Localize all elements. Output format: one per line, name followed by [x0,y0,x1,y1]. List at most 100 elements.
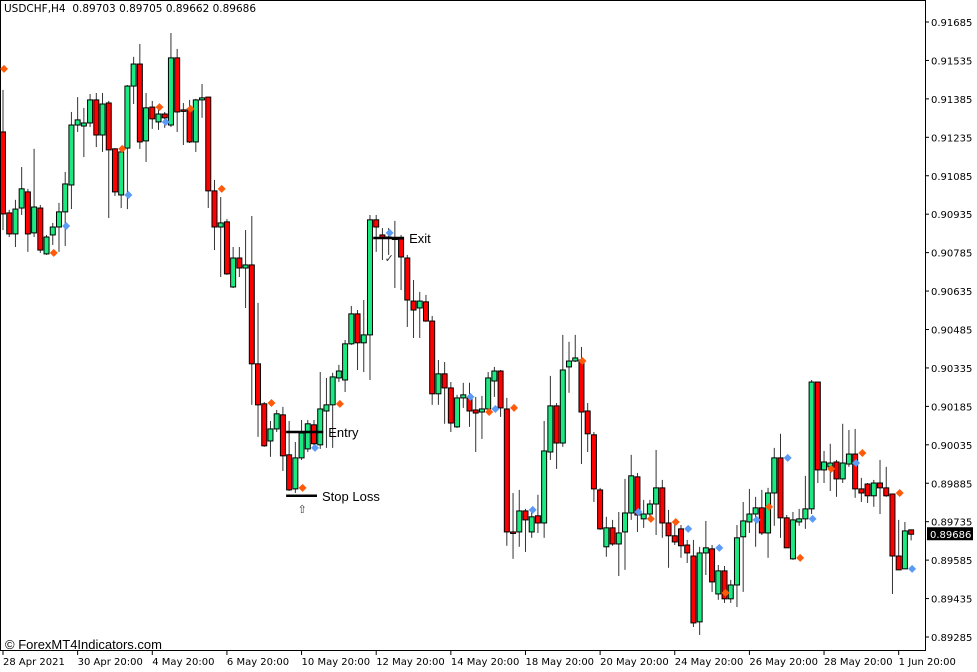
candle [68,111,75,210]
bear-candle-body [721,570,728,600]
candle [603,516,610,557]
bear-candle-body [6,212,13,235]
candle [31,148,38,237]
y-tick-label: 0.90635 [931,287,972,298]
bear-candle-body [783,517,790,549]
candle [534,494,541,533]
candle [615,511,622,577]
bull-candle-body [696,552,703,623]
bear-candle-body [814,381,821,471]
bear-candle-body [590,434,597,490]
bear-candle-body [37,207,44,251]
bull-candle-body [547,405,554,453]
candle [572,334,579,363]
candle [174,48,181,132]
candle [149,100,156,129]
bull-candle-body [49,226,56,236]
y-tick-label: 0.90785 [931,249,972,260]
buy-signal-diamond-icon [466,392,475,401]
candle [43,234,50,255]
y-tick-label: 0.91385 [931,95,972,106]
buy-signal-diamond-icon [808,514,817,523]
candle [304,419,311,452]
up-arrow-icon: ⇧ [298,503,307,516]
y-tick-label: 0.90485 [931,326,972,337]
bull-candle-body [335,370,342,379]
y-tick-label: 0.90035 [931,441,972,452]
y-tick-label: 0.89585 [931,556,972,567]
bull-candle-body [192,99,199,143]
bear-candle-body [410,300,417,311]
bull-candle-body [572,357,579,362]
y-tick-label: 0.89885 [931,479,972,490]
sell-signal-diamond-icon [267,399,276,408]
candle [528,510,535,538]
candle [740,501,747,592]
sell-signal-diamond-icon [335,399,344,408]
bull-candle-body [746,513,753,523]
bear-candle-body [441,373,448,389]
sell-signal-diamond-icon [510,403,519,412]
candle [758,489,765,536]
candle [80,107,87,158]
candle [789,511,796,560]
sell-signal-diamond-icon [578,357,587,366]
signal-markers [0,64,917,597]
candle [684,539,691,563]
candle [578,346,585,465]
candle [279,406,286,471]
buy-signal-diamond-icon [908,564,917,573]
bear-candle-body [659,487,666,524]
candle [628,454,635,520]
chart-frame [0,0,926,651]
x-tick-label: 4 May 20:00 [152,657,214,668]
sell-signal-diamond-icon [217,184,226,193]
bear-candle-body [211,190,218,228]
bull-candle-body [360,334,367,344]
bear-candle-body [174,57,181,113]
candle [659,479,666,538]
candle [205,96,212,209]
candle [124,85,131,210]
bear-candle-body [111,148,118,193]
bull-candle-body [124,85,131,149]
y-tick-label: 0.91535 [931,56,972,67]
annotation-label-stop-loss: Stop Loss [322,489,380,504]
candle [485,372,492,410]
bull-candle-body [559,369,566,444]
bull-candle-body [901,530,908,570]
buy-signal-diamond-icon [752,515,761,524]
sell-signal-diamond-icon [796,553,805,562]
bear-candle-body [908,529,915,535]
sell-signal-diamond-icon [858,449,867,458]
bull-candle-body [62,183,69,213]
candle [665,509,672,568]
bear-candle-body [709,548,716,583]
bull-candle-body [87,99,94,124]
candle [273,409,280,432]
bear-candle-body [0,131,6,215]
candle [609,519,616,546]
y-tick-label: 0.91235 [931,133,972,144]
candle [553,403,560,469]
candle [771,447,778,526]
bull-candle-body [752,507,759,515]
checkmark-icon: ✓ [385,252,394,265]
bull-candle-body [771,457,778,494]
candle [298,419,305,460]
bear-candle-body [671,535,678,543]
candle [877,459,884,514]
candle [640,499,647,528]
bull-candle-body [155,113,162,123]
candle [541,420,548,538]
bear-candle-body [472,409,479,414]
candle [410,280,417,338]
sell-signal-diamond-icon [721,588,730,597]
candle [105,100,112,219]
candle [590,432,597,502]
candle [248,215,255,405]
bull-candle-body [796,518,803,523]
candle [808,379,815,514]
bear-candle-body [205,96,212,192]
